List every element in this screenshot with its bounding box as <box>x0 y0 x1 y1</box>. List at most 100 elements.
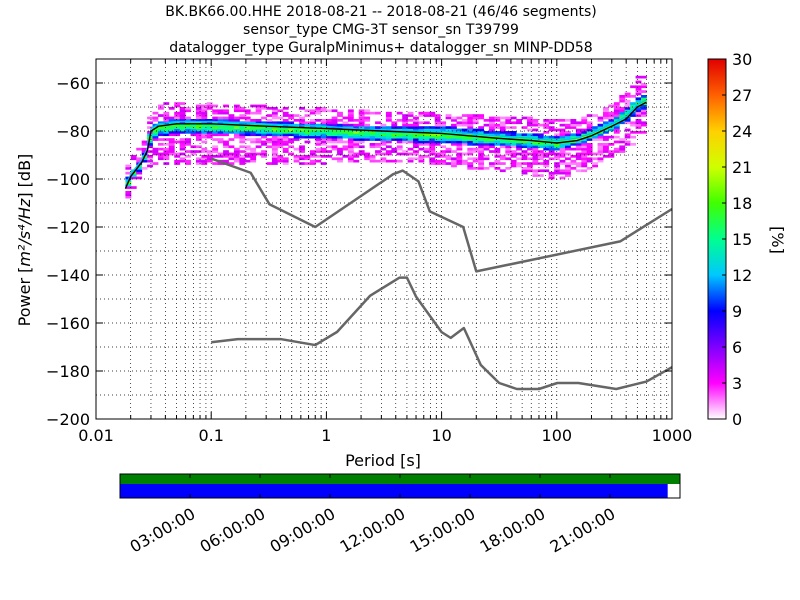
heatmap-cell <box>347 150 354 153</box>
heatmap-cell <box>396 152 403 156</box>
heatmap-cell <box>554 167 561 170</box>
heatmap-cell <box>358 126 365 129</box>
heatmap-cell <box>163 150 170 153</box>
heatmap-cell <box>309 155 316 158</box>
heatmap-cell <box>309 121 316 125</box>
heatmap-cell <box>543 119 550 122</box>
heatmap-cell <box>326 145 333 149</box>
heatmap-cell <box>532 119 539 122</box>
heatmap-cell <box>239 150 246 153</box>
heatmap-cell <box>223 128 229 132</box>
heatmap-cell <box>168 143 175 146</box>
heatmap-cell <box>250 150 257 153</box>
heatmap-cell <box>494 167 501 170</box>
heatmap-cell <box>163 126 170 129</box>
heatmap-cell <box>326 126 333 129</box>
heatmap-cell <box>228 116 235 120</box>
heatmap-cell <box>195 119 202 122</box>
heatmap-cell <box>527 152 533 156</box>
heatmap-cell <box>532 169 539 173</box>
heatmap-cell <box>152 128 159 132</box>
heatmap-cell <box>364 152 371 156</box>
heatmap-cell <box>179 128 186 132</box>
heatmap-cell <box>527 162 533 165</box>
heatmap-cell <box>152 111 159 115</box>
heatmap-cell <box>315 155 322 158</box>
heatmap-cell <box>554 145 561 149</box>
heatmap-cell <box>418 135 425 139</box>
heatmap-cell <box>391 135 398 139</box>
heatmap-cell <box>255 109 262 113</box>
heatmap-cell <box>613 131 620 134</box>
heatmap-cell <box>163 147 170 151</box>
heatmap-cell <box>212 138 219 141</box>
heatmap-cell <box>527 123 533 127</box>
heatmap-cell <box>543 162 550 165</box>
heatmap-cell <box>326 121 333 125</box>
heatmap-cell <box>288 114 295 117</box>
heatmap-cell <box>396 111 403 115</box>
heatmap-cell <box>206 157 213 161</box>
heatmap-cell <box>233 126 240 129</box>
heatmap-cell <box>510 145 517 149</box>
heatmap-cell <box>277 143 284 146</box>
heatmap-cell <box>147 126 153 129</box>
heatmap-cell <box>494 138 501 141</box>
heatmap-cell <box>434 123 441 127</box>
heatmap-cell <box>271 143 278 146</box>
heatmap-cell <box>299 147 305 151</box>
heatmap-cell <box>434 121 441 125</box>
heatmap-cell <box>342 135 349 139</box>
heatmap-cell <box>554 140 561 144</box>
heatmap-cell <box>608 123 615 127</box>
heatmap-cell <box>467 119 474 122</box>
heatmap-cell <box>581 164 588 168</box>
heatmap-cell <box>244 119 251 122</box>
heatmap-cell <box>440 126 447 129</box>
y-tick-label: −80 <box>56 122 90 141</box>
heatmap-cell <box>608 104 615 108</box>
heatmap-cell <box>271 162 278 165</box>
heatmap-cell <box>619 145 626 149</box>
heatmap-cell <box>255 138 262 141</box>
heatmap-cell <box>407 133 414 137</box>
heatmap-cell <box>597 133 604 137</box>
heatmap-cell <box>380 152 387 156</box>
heatmap-cell <box>255 123 262 127</box>
title-line-3: datalogger_type GuralpMinimus+ datalogge… <box>169 40 592 56</box>
heatmap-cell <box>565 143 571 146</box>
heatmap-cell <box>369 143 376 146</box>
heatmap-cell <box>613 150 620 153</box>
heatmap-cell <box>575 128 582 132</box>
heatmap-cell <box>141 140 148 144</box>
heatmap-cell <box>271 140 278 144</box>
heatmap-cell <box>510 126 517 129</box>
heatmap-cell <box>250 131 257 134</box>
heatmap-cell <box>418 133 425 137</box>
heatmap-cell <box>434 143 441 146</box>
heatmap-cell <box>369 138 376 141</box>
heatmap-cell <box>570 121 577 125</box>
heatmap-cell <box>581 140 588 144</box>
heatmap-cell <box>239 157 246 161</box>
heatmap-cell <box>478 155 485 158</box>
heatmap-cell <box>174 162 181 165</box>
heatmap-cell <box>217 121 224 125</box>
heatmap-cell <box>233 133 240 137</box>
heatmap-cell <box>168 123 175 127</box>
heatmap-cell <box>505 150 512 153</box>
heatmap-cell <box>299 155 305 158</box>
heatmap-cell <box>548 128 555 132</box>
heatmap-cell <box>391 123 398 127</box>
heatmap-cell <box>429 111 436 115</box>
heatmap-cell <box>347 133 354 137</box>
heatmap-cell <box>157 143 164 146</box>
heatmap-cell <box>233 135 240 139</box>
heatmap-cell <box>239 128 246 132</box>
heatmap-cell <box>174 119 181 122</box>
heatmap-cell <box>364 138 371 141</box>
heatmap-cell <box>212 162 219 165</box>
heatmap-cell <box>461 123 468 127</box>
heatmap-cell <box>505 140 512 144</box>
heatmap-cell <box>391 133 398 137</box>
